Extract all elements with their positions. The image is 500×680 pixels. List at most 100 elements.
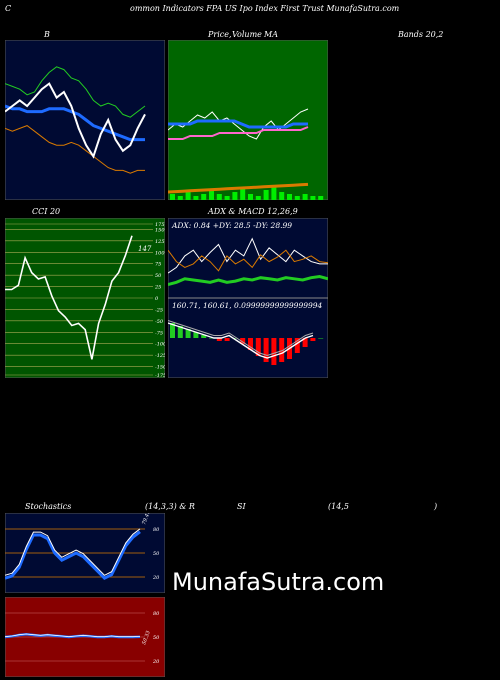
adx-label: ADX & MACD 12,26,9 — [208, 207, 298, 216]
macd-hist-bar — [224, 338, 230, 341]
cci-tick-label: 125 — [155, 239, 165, 245]
volume-bar — [287, 194, 292, 200]
rsi-tick-label: 80 — [153, 611, 160, 617]
rsi-close: ) — [434, 502, 438, 511]
macd-hist-bar — [302, 338, 308, 347]
bands-price-line — [5, 82, 146, 159]
macd-hist-bar — [185, 329, 191, 338]
stoch-chart: 80 50 20 79.41 — [5, 513, 165, 593]
volume-bar — [248, 194, 253, 200]
cci-tick-label: 25 — [154, 285, 161, 291]
stoch-tick-label: 50 — [153, 551, 160, 557]
macd-signal-line — [168, 320, 314, 357]
rsi-label: SI — [237, 502, 246, 511]
stoch-tick-label: 80 — [153, 527, 160, 533]
macd-hist-bar — [294, 338, 300, 353]
volume-bar — [302, 194, 308, 200]
macd-hist-bar — [193, 332, 199, 338]
cci-tick-label: 150 — [155, 227, 165, 233]
rsi-chart: 80 50 20 50.33 — [5, 597, 165, 677]
cci-tick-label: -25 — [155, 307, 163, 313]
macd-hist-bar — [209, 338, 214, 339]
volume-bar — [263, 190, 269, 200]
cci-tick-label: 100 — [155, 250, 165, 256]
rsi-signal-line — [5, 633, 141, 638]
macd-hist-bar — [318, 338, 324, 339]
ma-long-line — [168, 126, 309, 140]
cci-tick-label: 50 — [155, 273, 162, 279]
volume-bar — [318, 196, 324, 200]
macd-hist-bar — [170, 323, 175, 338]
price-bg — [168, 40, 328, 200]
adx-readout: ADX: 0.84 +DY: 28.5 -DY: 28.99 — [171, 221, 292, 230]
volume-bar — [170, 194, 175, 200]
volume-bar — [271, 186, 277, 200]
macd-hist-bar — [216, 338, 222, 341]
stoch-k-line — [5, 530, 141, 581]
bands-lower-line — [5, 125, 145, 174]
volume-ma-line — [168, 182, 309, 194]
bands-middle-line — [5, 104, 145, 142]
volume-bar — [201, 194, 207, 200]
adx-dy-line — [168, 237, 328, 274]
bands-chart — [5, 40, 165, 200]
macd-hist-bar — [248, 338, 253, 350]
volume-bar — [279, 192, 285, 200]
price-chart — [168, 40, 328, 200]
adx-dy-line — [168, 249, 328, 272]
stoch-tick-label: 20 — [152, 575, 160, 581]
stoch-last-value: 79.41 — [141, 513, 152, 526]
stoch-params: (14,3,3) & R — [145, 502, 195, 511]
macd-hist-bar — [255, 338, 261, 356]
macd-hist-bar — [177, 326, 183, 338]
macd-readout: 160.71, 160.61, 0.09999999999999994 — [172, 301, 323, 310]
stoch-d-line — [5, 528, 141, 576]
cci-tick-label: -125 — [155, 353, 165, 359]
header-c: C — [5, 4, 12, 13]
volume-bar — [177, 196, 183, 200]
macd-hist-bar — [201, 335, 207, 338]
stoch-label: Stochastics — [25, 502, 72, 511]
rsi-params: (14,5 — [328, 502, 349, 511]
adx-adx-line — [168, 274, 328, 286]
macd-hist-bar — [271, 338, 277, 365]
ma-short-line — [168, 119, 308, 129]
volume-bar — [310, 196, 316, 200]
cci-line — [5, 235, 133, 360]
rsi-tick-label: 20 — [152, 659, 160, 665]
volume-bar — [193, 196, 199, 200]
cci-tick-label: -175 — [155, 373, 165, 378]
volume-bar — [216, 194, 222, 200]
cci-tick-label: 0 — [155, 296, 159, 302]
cci-tick-label: -100 — [155, 342, 165, 348]
macd-hist-bar — [279, 338, 285, 362]
bands-upper-line — [5, 66, 146, 118]
cci-last-value: 147 — [138, 245, 152, 253]
price-label: Price, — [208, 30, 232, 39]
cci-tick-label: -50 — [155, 319, 164, 325]
macd-hist-bar — [310, 338, 316, 341]
volume-bar — [232, 192, 238, 200]
volume-label: Volume — [232, 30, 262, 39]
volume-bar — [240, 188, 246, 200]
macd-hist-bar — [240, 338, 246, 344]
price-line — [168, 108, 309, 140]
cci-tick-label: -75 — [155, 330, 163, 336]
rsi-last-value: 50.33 — [141, 630, 152, 646]
cci-tick-label: 75 — [155, 262, 161, 268]
volume-bar — [255, 196, 261, 200]
macd-hist-bar — [232, 338, 238, 339]
cci-tick-label: 175 — [155, 222, 165, 228]
watermark: MunafaSutra.com — [172, 568, 385, 596]
cci-label: CCI 20 — [32, 207, 61, 216]
adx-chart: ADX: 0.84 +DY: 28.5 -DY: 28.99 160.71, 1… — [168, 218, 328, 378]
macd-line — [168, 322, 314, 359]
volume-bar — [294, 196, 300, 200]
macd-hist-bar — [263, 338, 269, 362]
cci-tick-label: -150 — [155, 365, 165, 371]
page-title: ommon Indicators FPA US Ipo Index First … — [130, 4, 400, 13]
rsi-tick-label: 50 — [153, 635, 160, 641]
ma-label: MA — [264, 30, 278, 39]
bands-b-label: B — [44, 30, 50, 39]
